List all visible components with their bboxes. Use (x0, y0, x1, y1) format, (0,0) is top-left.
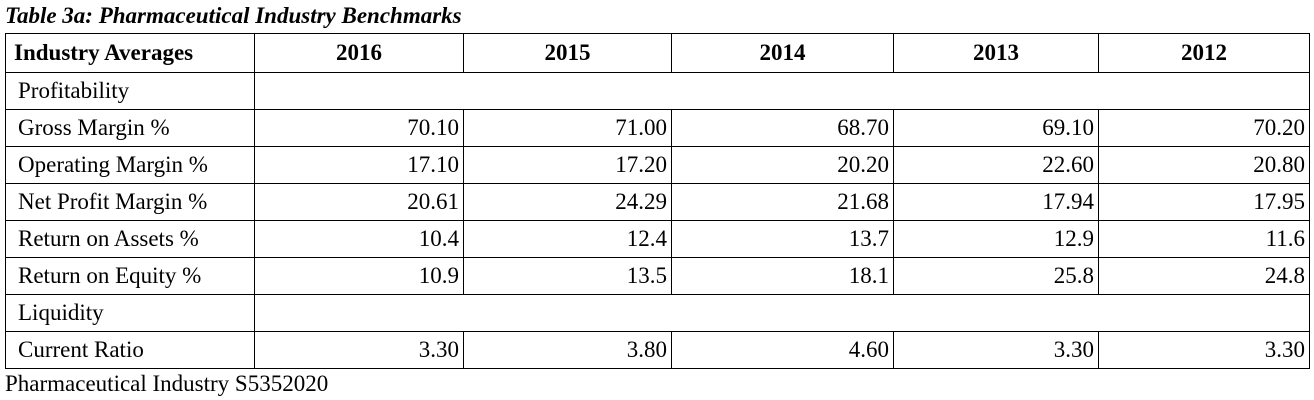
value-cell: 20.80 (1098, 146, 1310, 184)
column-header-industry-averages: Industry Averages (5, 33, 255, 73)
value-cell: 22.60 (893, 146, 1099, 184)
column-header-2013: 2013 (893, 33, 1099, 73)
section-filler-cell (254, 294, 1310, 332)
table-row: Return on Assets % 10.4 12.4 13.7 12.9 11.6 (5, 220, 1310, 258)
value-cell: 12.4 (463, 220, 672, 258)
table-row: Return on Equity % 10.9 13.5 18.1 25.8 24.8 (5, 257, 1310, 295)
value-cell: 3.30 (254, 331, 464, 369)
section-label: Liquidity (5, 294, 255, 332)
table-row: Current Ratio 3.30 3.80 4.60 3.30 3.30 (5, 331, 1310, 369)
value-cell: 10.9 (254, 257, 464, 295)
value-cell: 24.8 (1098, 257, 1310, 295)
table-row: Operating Margin % 17.10 17.20 20.20 22.60 20… (5, 146, 1310, 184)
section-row: Profitability (5, 72, 1310, 110)
value-cell: 70.10 (254, 109, 464, 147)
column-header-2014: 2014 (671, 33, 894, 73)
value-cell: 25.8 (893, 257, 1099, 295)
column-header-2012: 2012 (1098, 33, 1310, 73)
value-cell: 13.5 (463, 257, 672, 295)
value-cell: 17.20 (463, 146, 672, 184)
value-cell: 12.9 (893, 220, 1099, 258)
table-body: Profitability Gross Margin % 70.10 71.00 68.… (5, 72, 1310, 369)
value-cell: 68.70 (671, 109, 894, 147)
value-cell: 17.10 (254, 146, 464, 184)
table-row: Net Profit Margin % 20.61 24.29 21.68 17.94 1… (5, 183, 1310, 221)
section-row: Liquidity (5, 294, 1310, 332)
row-label: Return on Assets % (5, 220, 255, 258)
section-label: Profitability (5, 72, 255, 110)
value-cell: 20.61 (254, 183, 464, 221)
benchmarks-table: Industry Averages 2016 2015 2014 2013 20… (5, 33, 1310, 369)
value-cell: 71.00 (463, 109, 672, 147)
column-header-2015: 2015 (463, 33, 672, 73)
row-label: Gross Margin % (5, 109, 255, 147)
value-cell: 69.10 (893, 109, 1099, 147)
row-label: Current Ratio (5, 331, 255, 369)
value-cell: 17.95 (1098, 183, 1310, 221)
footer-note: Pharmaceutical Industry S5352020 (5, 371, 329, 396)
value-cell: 3.80 (463, 331, 672, 369)
value-cell: 13.7 (671, 220, 894, 258)
table-row: Gross Margin % 70.10 71.00 68.70 69.10 70.20 (5, 109, 1310, 147)
row-label: Return on Equity % (5, 257, 255, 295)
value-cell: 11.6 (1098, 220, 1310, 258)
value-cell: 21.68 (671, 183, 894, 221)
value-cell: 17.94 (893, 183, 1099, 221)
row-label: Net Profit Margin % (5, 183, 255, 221)
value-cell: 3.30 (1098, 331, 1310, 369)
value-cell: 4.60 (671, 331, 894, 369)
row-label: Operating Margin % (5, 146, 255, 184)
section-filler-cell (254, 72, 1310, 110)
value-cell: 18.1 (671, 257, 894, 295)
value-cell: 24.29 (463, 183, 672, 221)
value-cell: 20.20 (671, 146, 894, 184)
value-cell: 10.4 (254, 220, 464, 258)
column-header-2016: 2016 (254, 33, 464, 73)
header-row: Industry Averages 2016 2015 2014 2013 20… (5, 33, 1310, 73)
value-cell: 3.30 (893, 331, 1099, 369)
table-caption: Table 3a: Pharmaceutical Industry Benchm… (5, 3, 462, 28)
value-cell: 70.20 (1098, 109, 1310, 147)
